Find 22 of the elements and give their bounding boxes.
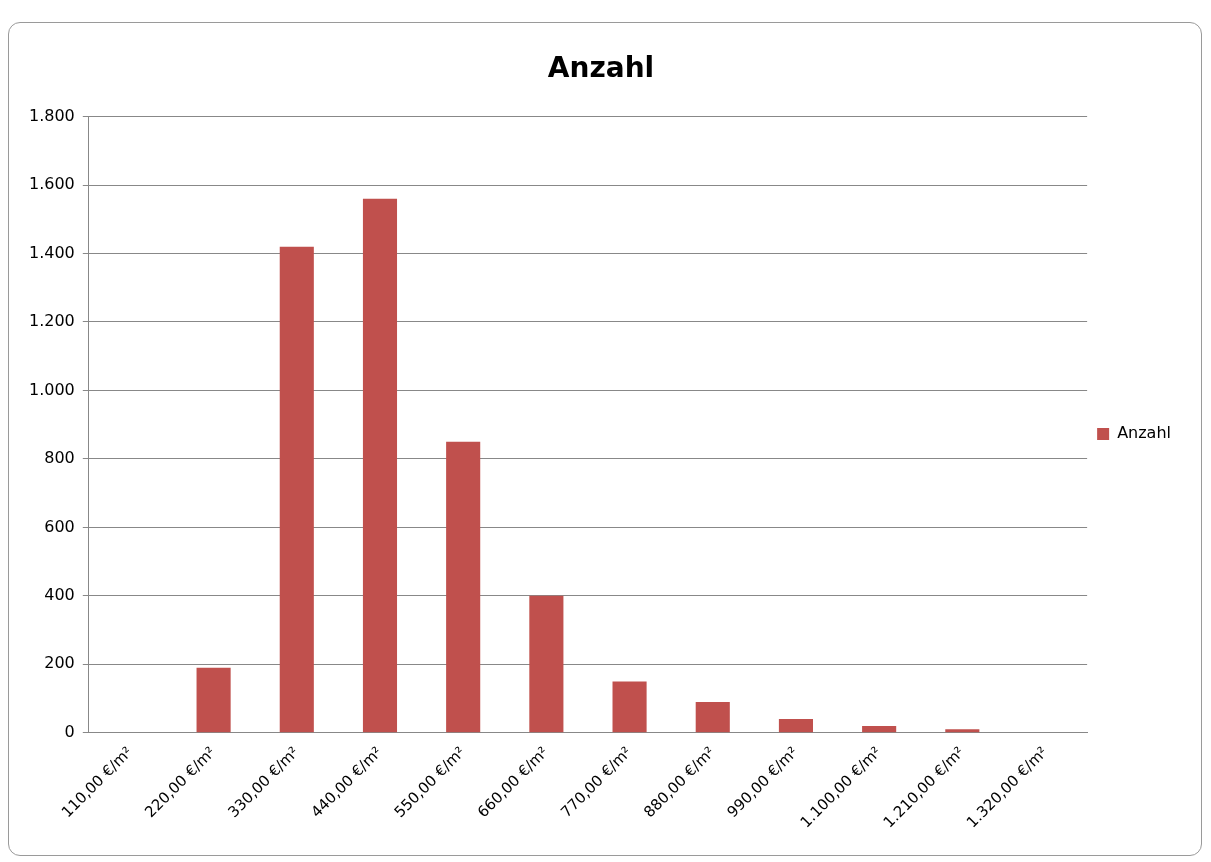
bar [529,595,564,733]
bar [695,701,730,733]
bar [862,725,897,733]
y-tick-label: 200 [44,653,75,673]
bar [196,667,231,733]
chart-title: Anzahl [547,51,655,85]
y-tick-label: 1.200 [28,311,75,331]
legend-label: Anzahl [1117,423,1171,443]
y-tick-label: 400 [44,584,75,604]
bar [362,198,398,733]
bar [446,441,481,733]
y-tick-label: 1.600 [28,174,75,194]
y-tick-label: 1.000 [28,379,75,399]
y-tick-label: 800 [44,448,75,468]
bar [778,719,813,733]
bar [279,246,314,733]
bar [612,681,647,733]
y-tick-label: 1.800 [28,105,75,125]
y-tick-label: 1.400 [28,242,75,262]
y-tick-label: 0 [64,721,75,741]
y-tick-label: 600 [44,516,75,536]
bar [945,729,980,733]
